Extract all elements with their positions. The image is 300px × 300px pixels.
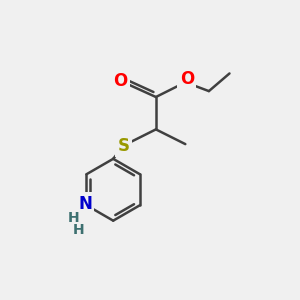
Text: O: O: [113, 72, 128, 90]
Text: H: H: [68, 211, 79, 225]
Text: S: S: [118, 136, 130, 154]
Text: N: N: [78, 195, 92, 213]
Text: O: O: [180, 70, 194, 88]
Text: H: H: [73, 223, 85, 237]
